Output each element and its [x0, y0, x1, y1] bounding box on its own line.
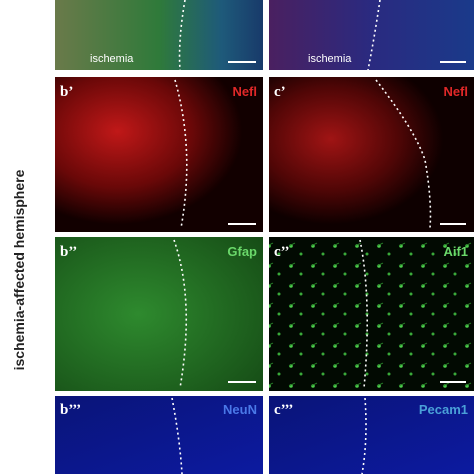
panel-label: c’’: [274, 244, 290, 260]
boundary: [171, 397, 183, 474]
panel-image: [55, 396, 263, 474]
panel-image: [55, 237, 263, 391]
stain-label: Nefl: [232, 84, 257, 99]
panel-image: [269, 0, 474, 70]
panel-image: [55, 77, 263, 232]
boundary: [174, 79, 188, 229]
panel-label: b’’’: [60, 402, 81, 418]
panel-caption: ischemia: [90, 53, 134, 65]
side-label: ischemia-affected hemisphere: [11, 169, 27, 370]
stain-label: NeuN: [223, 402, 257, 417]
panel-label: c’’’: [274, 402, 293, 418]
panel-image: [269, 396, 474, 474]
panel-caption: ischemia: [308, 53, 352, 65]
stain-label: Nefl: [443, 84, 468, 99]
panel-image: [55, 0, 263, 70]
panel-label: c’: [274, 84, 286, 100]
stain-label: Pecam1: [419, 402, 468, 417]
panel-label: b’: [60, 84, 73, 100]
panel-image: [269, 237, 474, 391]
panel-image: [269, 77, 474, 232]
stain-label: Gfap: [227, 244, 257, 259]
stain-label: Aif1: [443, 244, 468, 259]
boundary: [367, 0, 381, 71]
panel-label: b’’: [60, 244, 77, 260]
